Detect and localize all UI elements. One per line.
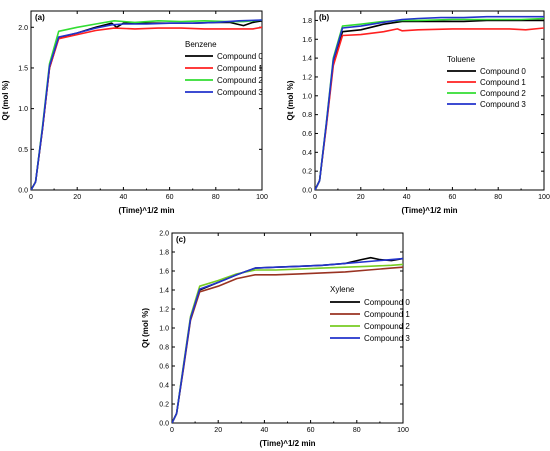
x-tick-label: 100 <box>397 427 409 434</box>
legend-entry: Compound 2 <box>217 76 263 85</box>
y-tick-label: 0.8 <box>159 345 169 352</box>
chart-panel-2: 0 20 40 60 80 100 0.0 0.2 0.4 0.6 0.8 1.0 1.2 1.4 1.6 1… <box>286 10 550 215</box>
x-tick-label: 60 <box>166 194 174 201</box>
y-tick-label: 0.2 <box>159 402 169 409</box>
legend-entry: Compound 3 <box>364 334 410 343</box>
y-tick-label: 0.0 <box>302 188 312 195</box>
y-tick-label: 1.0 <box>302 93 312 100</box>
y-tick-label: 1.2 <box>159 307 169 314</box>
series-line-compound-1 <box>172 266 403 423</box>
legend-title: Toluene <box>447 55 476 64</box>
chart-panel-1: 0 20 40 60 80 100 0.0 0.5 1.0 1.5 2.0 (Time)^1/2 mi… <box>1 10 268 215</box>
y-tick-label: 0.4 <box>159 383 169 390</box>
legend: Xylene Compound 0 Compound 1 Compound 2 Comp… <box>330 285 410 343</box>
y-tick-label: 0.5 <box>18 147 28 154</box>
x-tick-label: 40 <box>403 194 411 201</box>
y-tick-label: 0.6 <box>302 131 312 138</box>
y-tick-label: 0.2 <box>302 169 312 176</box>
series-line-compound-3 <box>31 19 262 190</box>
legend-title: Benzene <box>185 40 217 49</box>
series-line-compound-0 <box>31 20 262 190</box>
legend-entry: Compound 3 <box>480 100 526 109</box>
legend-title: Xylene <box>330 285 355 294</box>
x-tick-label: 100 <box>256 194 268 201</box>
legend-entry: Compound 0 <box>364 298 410 307</box>
x-tick-label: 0 <box>313 194 317 201</box>
y-tick-label: 0.0 <box>18 188 28 195</box>
panel-label: (b) <box>319 13 330 22</box>
y-tick-label: 1.8 <box>302 18 312 25</box>
series-line-compound-3 <box>315 15 544 190</box>
y-tick-label: 1.0 <box>18 106 28 113</box>
x-tick-label: 100 <box>538 194 550 201</box>
y-tick-label: 1.8 <box>159 250 169 257</box>
x-tick-label: 80 <box>494 194 502 201</box>
x-tick-label: 0 <box>170 427 174 434</box>
chart-panel-3: 0 20 40 60 80 100 0.0 0.2 0.4 0.6 0.8 1.0 1.2 1.4 1.6 1… <box>141 231 410 449</box>
y-tick-label: 2.0 <box>18 25 28 32</box>
series-line-compound-1 <box>315 27 544 190</box>
x-tick-label: 0 <box>29 194 33 201</box>
y-tick-label: 1.5 <box>18 65 28 72</box>
x-axis-title: (Time)^1/2 min <box>401 206 457 215</box>
y-tick-label: 2.0 <box>159 231 169 238</box>
y-tick-label: 0.6 <box>159 364 169 371</box>
x-tick-label: 20 <box>73 194 81 201</box>
x-tick-label: 60 <box>449 194 457 201</box>
y-tick-label: 0.8 <box>302 112 312 119</box>
legend-entry: Compound 0 <box>217 52 263 61</box>
legend-entry: Compound 2 <box>480 89 526 98</box>
series-line-compound-3 <box>172 257 403 423</box>
x-tick-label: 20 <box>214 427 222 434</box>
y-tick-label: 1.0 <box>159 326 169 333</box>
x-axis-title: (Time)^1/2 min <box>259 439 315 448</box>
y-tick-label: 0.0 <box>159 421 169 428</box>
y-tick-label: 1.6 <box>302 37 312 44</box>
panel-label: (c) <box>176 235 186 244</box>
x-axis-title: (Time)^1/2 min <box>118 206 174 215</box>
panel-label: (a) <box>35 13 45 22</box>
legend-entry: Compound 3 <box>217 88 263 97</box>
y-tick-label: 1.6 <box>159 269 169 276</box>
y-axis-title: Qt (mol %) <box>286 80 295 120</box>
x-tick-label: 40 <box>120 194 128 201</box>
y-tick-label: 1.4 <box>159 288 169 295</box>
legend: Toluene Compound 0 Compound 1 Compound 2 Com… <box>447 55 526 109</box>
x-tick-label: 80 <box>353 427 361 434</box>
y-axis-title: Qt (mol %) <box>1 80 10 120</box>
series-line-compound-2 <box>31 19 262 190</box>
legend-entry: Compound 2 <box>364 322 410 331</box>
x-tick-label: 20 <box>357 194 365 201</box>
y-tick-label: 1.2 <box>302 74 312 81</box>
y-tick-label: 1.4 <box>302 56 312 63</box>
x-tick-label: 80 <box>212 194 220 201</box>
x-tick-label: 40 <box>261 427 269 434</box>
y-axis-title: Qt (mol %) <box>141 308 150 348</box>
legend-entry: Compound 1 <box>217 64 263 73</box>
legend-entry: Compound 1 <box>480 78 526 87</box>
legend-entry: Compound 1 <box>364 310 410 319</box>
x-tick-label: 60 <box>307 427 315 434</box>
legend-entry: Compound 0 <box>480 67 526 76</box>
y-tick-label: 0.4 <box>302 150 312 157</box>
series-line-compound-2 <box>172 263 403 423</box>
